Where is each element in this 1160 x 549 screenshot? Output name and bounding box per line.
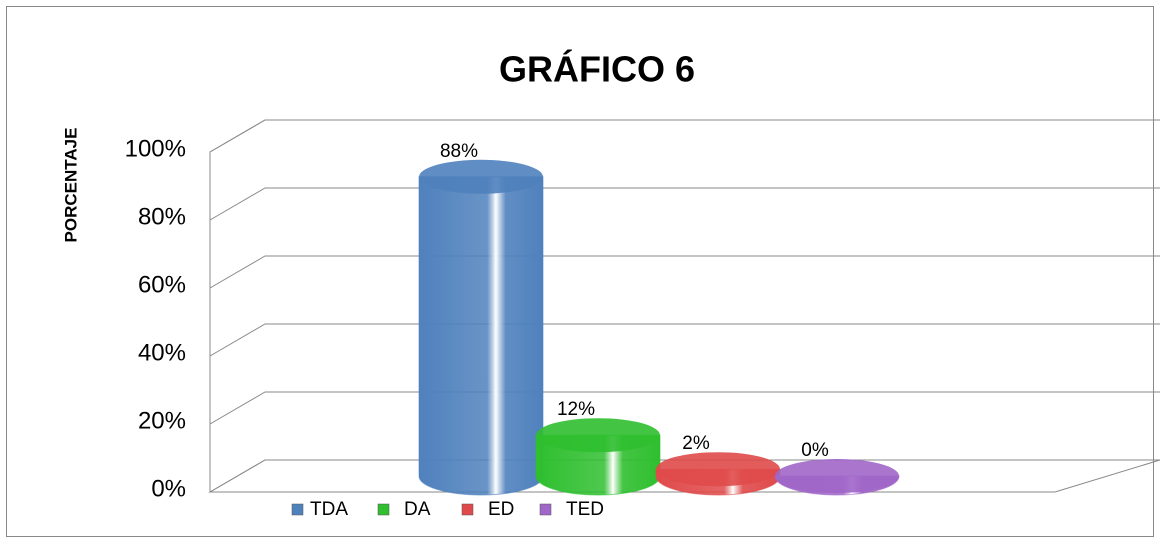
chart-title: GRÁFICO 6: [499, 49, 695, 90]
cylinder-body: [418, 176, 544, 496]
grid-line: [209, 323, 1160, 357]
data-label: 12%: [557, 399, 595, 420]
legend-label: TED: [566, 499, 604, 520]
legend-label: TDA: [310, 499, 348, 520]
cylinder-body: [535, 434, 661, 496]
legend-swatch: [291, 503, 304, 516]
y-axis-label: PORCENTAJE: [61, 128, 80, 243]
data-label: 2%: [682, 433, 710, 454]
data-label: 0%: [801, 440, 829, 461]
y-tick-label: 60%: [138, 271, 186, 298]
grid-line: [209, 255, 1160, 289]
grid-line: [209, 187, 1160, 221]
legend-label: DA: [404, 499, 431, 520]
grid-line: [209, 459, 1160, 493]
data-label: 88%: [440, 141, 478, 162]
legend-label: ED: [488, 499, 514, 520]
y-tick-label: 20%: [138, 407, 186, 434]
legend-swatch: [377, 503, 390, 516]
legend-swatch: [539, 503, 552, 516]
y-tick-label: 0%: [151, 475, 186, 502]
grid-line: [209, 391, 1160, 425]
cylinder-top: [419, 159, 543, 194]
y-tick-label: 80%: [138, 203, 186, 230]
cylinder-top: [656, 452, 780, 487]
cylinder-top: [775, 459, 899, 493]
cylinder-top: [536, 418, 660, 453]
grid-line: [209, 119, 1160, 153]
legend-swatch: [461, 503, 474, 516]
y-tick-label: 100%: [125, 135, 186, 162]
y-tick-label: 40%: [138, 339, 186, 366]
